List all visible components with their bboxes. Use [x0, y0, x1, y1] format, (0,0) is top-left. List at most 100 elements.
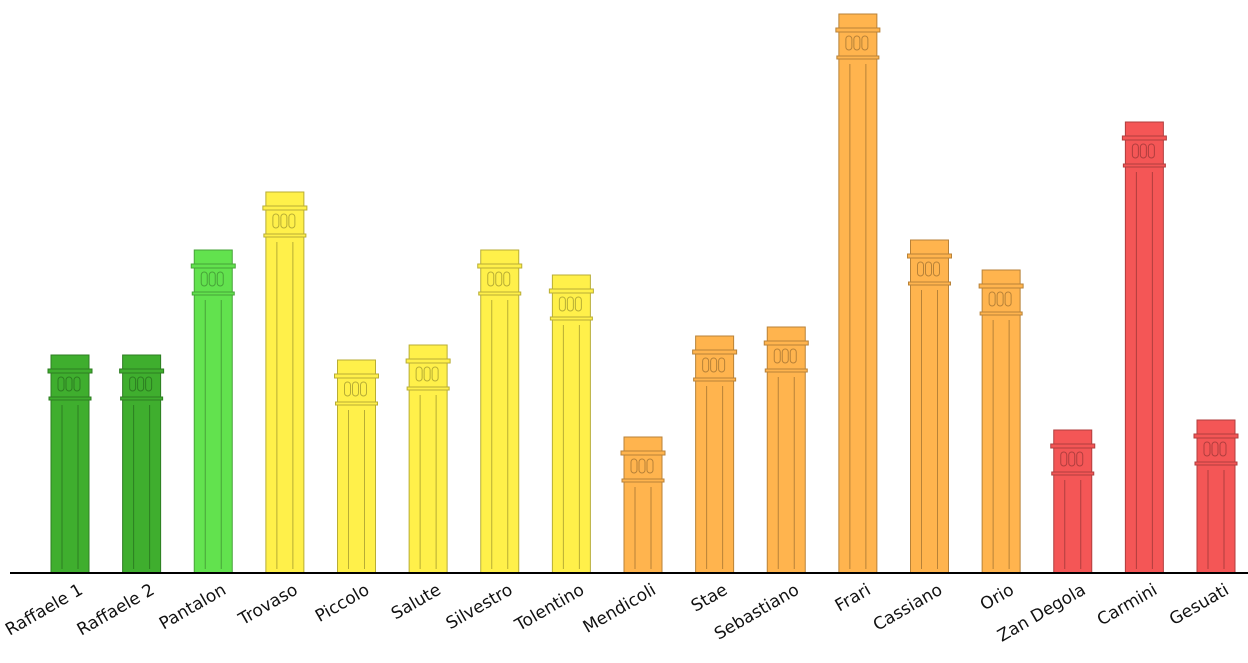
tower — [1124, 121, 1164, 574]
x-tick-label: Tolentino — [511, 580, 588, 636]
tower — [408, 344, 448, 574]
tower — [695, 335, 735, 574]
window — [781, 348, 789, 364]
window — [861, 35, 869, 51]
window — [344, 381, 351, 397]
tower — [193, 249, 233, 574]
tower — [838, 13, 878, 574]
cornice — [334, 373, 379, 379]
cornice — [405, 358, 451, 364]
tower — [910, 239, 949, 574]
tower — [981, 269, 1021, 574]
tower — [122, 354, 162, 574]
x-tick-label: Pantalon — [156, 580, 230, 634]
window — [574, 296, 582, 312]
x-tick-label: Trovaso — [235, 580, 302, 630]
cornice — [120, 396, 164, 401]
window — [1068, 451, 1076, 467]
window — [503, 271, 511, 287]
window — [630, 458, 638, 474]
cornice — [406, 386, 450, 391]
window — [566, 296, 574, 312]
window — [845, 35, 853, 51]
x-tick-label: Gesuati — [1166, 580, 1232, 630]
window — [423, 366, 431, 382]
window — [988, 291, 996, 307]
cornice — [1050, 443, 1096, 449]
window — [129, 376, 137, 392]
x-tick-label: Mendicoli — [580, 580, 660, 638]
x-tick-label: Carmini — [1094, 580, 1161, 630]
cornice — [1193, 433, 1239, 439]
tower — [480, 249, 520, 574]
window — [208, 271, 216, 287]
window — [1131, 143, 1139, 159]
tower — [337, 359, 376, 574]
window — [57, 376, 65, 392]
window — [216, 271, 224, 287]
window — [1147, 143, 1155, 159]
cornice — [764, 368, 808, 373]
window — [702, 357, 710, 373]
cornice — [1121, 135, 1167, 141]
cornice — [979, 311, 1023, 316]
window — [487, 271, 495, 287]
window — [1076, 451, 1084, 467]
window — [65, 376, 73, 392]
cornice — [620, 450, 666, 456]
window — [360, 381, 367, 397]
window — [288, 213, 296, 229]
tower — [766, 326, 806, 574]
cornice — [836, 55, 880, 60]
cornice — [763, 340, 809, 346]
cornice — [47, 368, 93, 374]
cornice — [692, 349, 738, 355]
cornice — [549, 316, 593, 321]
window — [853, 35, 861, 51]
window — [352, 381, 359, 397]
window — [200, 271, 208, 287]
window — [917, 261, 924, 277]
window — [933, 261, 940, 277]
window — [718, 357, 726, 373]
window — [789, 348, 797, 364]
window — [1004, 291, 1012, 307]
window — [925, 261, 932, 277]
cornice — [835, 27, 881, 33]
window — [1219, 441, 1227, 457]
window — [431, 366, 439, 382]
x-tick-label: Frari — [832, 580, 875, 616]
window — [646, 458, 654, 474]
x-tick-label: Stae — [688, 580, 731, 616]
cornice — [477, 263, 523, 269]
window — [280, 213, 288, 229]
cornice — [263, 233, 307, 238]
cornice — [978, 283, 1024, 289]
window — [773, 348, 781, 364]
cornice — [1194, 461, 1238, 466]
cornice — [548, 288, 594, 294]
window — [710, 357, 718, 373]
cornice — [693, 377, 737, 382]
cornice — [908, 281, 951, 286]
cornice — [1122, 163, 1166, 168]
x-tick-label: Orio — [977, 580, 1018, 615]
window — [996, 291, 1004, 307]
tower — [623, 436, 663, 574]
x-tick-label: Cassiano — [870, 580, 946, 635]
x-tick-label: Salute — [388, 580, 445, 624]
window — [1203, 441, 1211, 457]
window — [558, 296, 566, 312]
cornice — [1051, 471, 1095, 476]
tower — [1053, 429, 1093, 574]
window — [1211, 441, 1219, 457]
cornice — [478, 291, 522, 296]
cornice — [48, 396, 92, 401]
cornice — [335, 401, 378, 406]
window — [1139, 143, 1147, 159]
cornice — [621, 478, 665, 483]
cornice — [191, 291, 235, 296]
window — [272, 213, 280, 229]
cornice — [119, 368, 165, 374]
